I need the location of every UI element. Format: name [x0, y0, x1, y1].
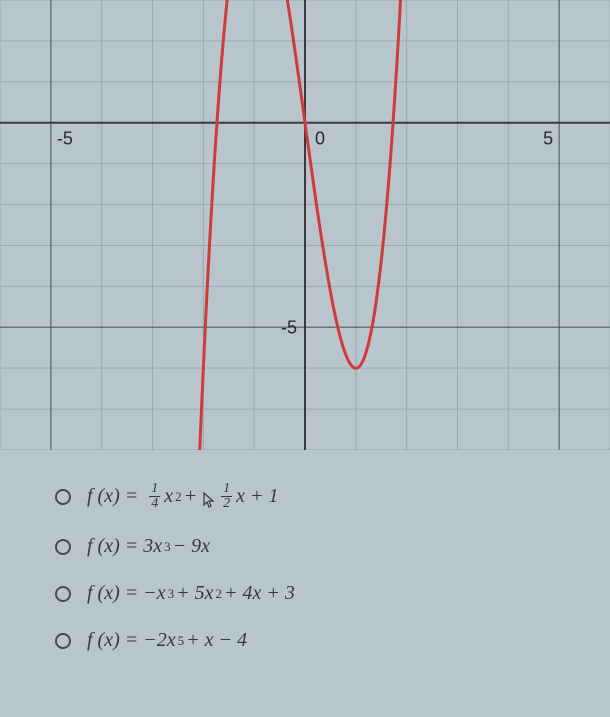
option-c-equation: f (x) = −x3 + 5x2 + 4x + 3 [87, 582, 295, 605]
answer-options: f (x) = 14 x2 + 12 x + 1 f (x) = 3x3 − 9… [55, 470, 555, 664]
radio-icon[interactable] [55, 489, 71, 505]
svg-text:-5: -5 [281, 317, 297, 337]
radio-icon[interactable] [55, 633, 71, 649]
radio-icon[interactable] [55, 539, 71, 555]
svg-text:-5: -5 [57, 129, 73, 149]
svg-text:0: 0 [315, 129, 325, 149]
option-b-equation: f (x) = 3x3 − 9x [87, 535, 210, 558]
svg-text:5: 5 [543, 129, 553, 149]
option-b[interactable]: f (x) = 3x3 − 9x [55, 523, 555, 570]
polynomial-graph: -5 0 5 -5 [0, 0, 610, 450]
cursor-icon [200, 492, 216, 510]
graph-svg: -5 0 5 -5 [0, 0, 610, 450]
option-a-equation: f (x) = 14 x2 + 12 x + 1 [87, 482, 279, 511]
radio-icon[interactable] [55, 586, 71, 602]
option-d[interactable]: f (x) = −2x5 + x − 4 [55, 617, 555, 664]
option-d-equation: f (x) = −2x5 + x − 4 [87, 629, 247, 652]
option-a[interactable]: f (x) = 14 x2 + 12 x + 1 [55, 470, 555, 523]
option-c[interactable]: f (x) = −x3 + 5x2 + 4x + 3 [55, 570, 555, 617]
